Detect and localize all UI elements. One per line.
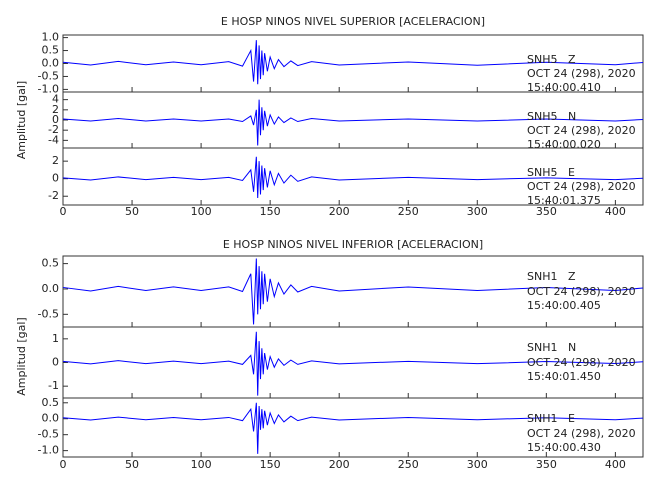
y-tick-label: 1.0 <box>42 31 60 44</box>
chart-title: E HOSP NINOS NIVEL SUPERIOR [ACELERACION… <box>221 15 485 28</box>
trace-annotation: OCT 24 (298), 2020 <box>527 67 636 80</box>
x-tick-label: 50 <box>125 205 139 218</box>
trace-annotation: SNH5 N <box>527 110 576 123</box>
trace-annotation: 15:40:00.020 <box>527 138 601 151</box>
y-tick-label: -1.0 <box>38 82 59 95</box>
y-tick-label: -2 <box>48 189 59 202</box>
x-tick-label: 350 <box>536 205 557 218</box>
trace-annotation: OCT 24 (298), 2020 <box>527 285 636 298</box>
y-tick-label: 4 <box>52 93 59 106</box>
trace-annotation: 15:40:00.405 <box>527 299 601 312</box>
y-tick-label: 0.0 <box>42 57 60 70</box>
trace-annotation: 15:40:00.410 <box>527 81 601 94</box>
waveform <box>62 99 644 146</box>
y-axis-label: Amplitud [gal] <box>15 317 28 395</box>
trace-annotation: SNH5 E <box>527 166 575 179</box>
trace-annotation: 15:40:01.450 <box>527 370 601 383</box>
x-tick-label: 50 <box>125 458 139 471</box>
x-tick-label: 150 <box>260 205 281 218</box>
trace-annotation: OCT 24 (298), 2020 <box>527 427 636 440</box>
y-tick-label: -1.0 <box>38 444 59 457</box>
trace-annotation: OCT 24 (298), 2020 <box>527 124 636 137</box>
trace-annotation: SNH1 N <box>527 341 576 354</box>
trace-annotation: 15:40:00.430 <box>527 441 601 454</box>
panel-frame <box>62 147 644 206</box>
y-tick-label: 2 <box>52 154 59 167</box>
y-tick-label: 0 <box>52 356 59 369</box>
x-tick-label: 200 <box>329 458 350 471</box>
x-tick-label: 200 <box>329 205 350 218</box>
trace-annotation: OCT 24 (298), 2020 <box>527 356 636 369</box>
x-tick-label: 100 <box>191 205 212 218</box>
waveform <box>62 258 644 325</box>
trace-annotation: OCT 24 (298), 2020 <box>527 180 636 193</box>
panel-frame <box>62 397 644 458</box>
trace-annotation: SNH1 Z <box>527 270 576 283</box>
waveform <box>62 402 644 454</box>
x-tick-label: 300 <box>467 205 488 218</box>
trace-annotation: SNH5 Z <box>527 53 576 66</box>
trace-annotation: 15:40:01.375 <box>527 194 601 207</box>
y-tick-label: 0 <box>52 113 59 126</box>
y-tick-label: -0.5 <box>38 69 59 82</box>
chart-title: E HOSP NINOS NIVEL INFERIOR [ACELERACION… <box>223 238 483 251</box>
x-tick-label: 100 <box>191 458 212 471</box>
x-tick-label: 150 <box>260 458 281 471</box>
x-tick-label: 300 <box>467 458 488 471</box>
x-tick-label: 0 <box>60 205 67 218</box>
y-tick-label: -4 <box>48 133 59 146</box>
x-tick-label: 250 <box>398 205 419 218</box>
x-tick-label: 250 <box>398 458 419 471</box>
trace-annotation: SNH1 E <box>527 412 575 425</box>
y-tick-label: 0.5 <box>42 257 60 270</box>
x-tick-label: 400 <box>605 205 626 218</box>
x-tick-label: 400 <box>605 458 626 471</box>
y-tick-label: -2 <box>48 123 59 136</box>
x-tick-label: 350 <box>536 458 557 471</box>
y-tick-label: 0.0 <box>42 412 60 425</box>
waveform <box>62 40 644 85</box>
waveform <box>62 331 644 396</box>
y-tick-label: -0.5 <box>38 307 59 320</box>
y-tick-label: 1 <box>52 332 59 345</box>
x-tick-label: 0 <box>60 458 67 471</box>
y-tick-label: -1 <box>48 379 59 392</box>
waveform <box>62 156 644 198</box>
y-tick-label: 0.5 <box>42 396 60 409</box>
y-axis-label: Amplitud [gal] <box>15 81 28 159</box>
y-tick-label: 0 <box>52 172 59 185</box>
y-tick-label: 0.0 <box>42 282 60 295</box>
y-tick-label: 2 <box>52 103 59 116</box>
y-tick-label: 0.5 <box>42 44 60 57</box>
y-tick-label: -0.5 <box>38 428 59 441</box>
